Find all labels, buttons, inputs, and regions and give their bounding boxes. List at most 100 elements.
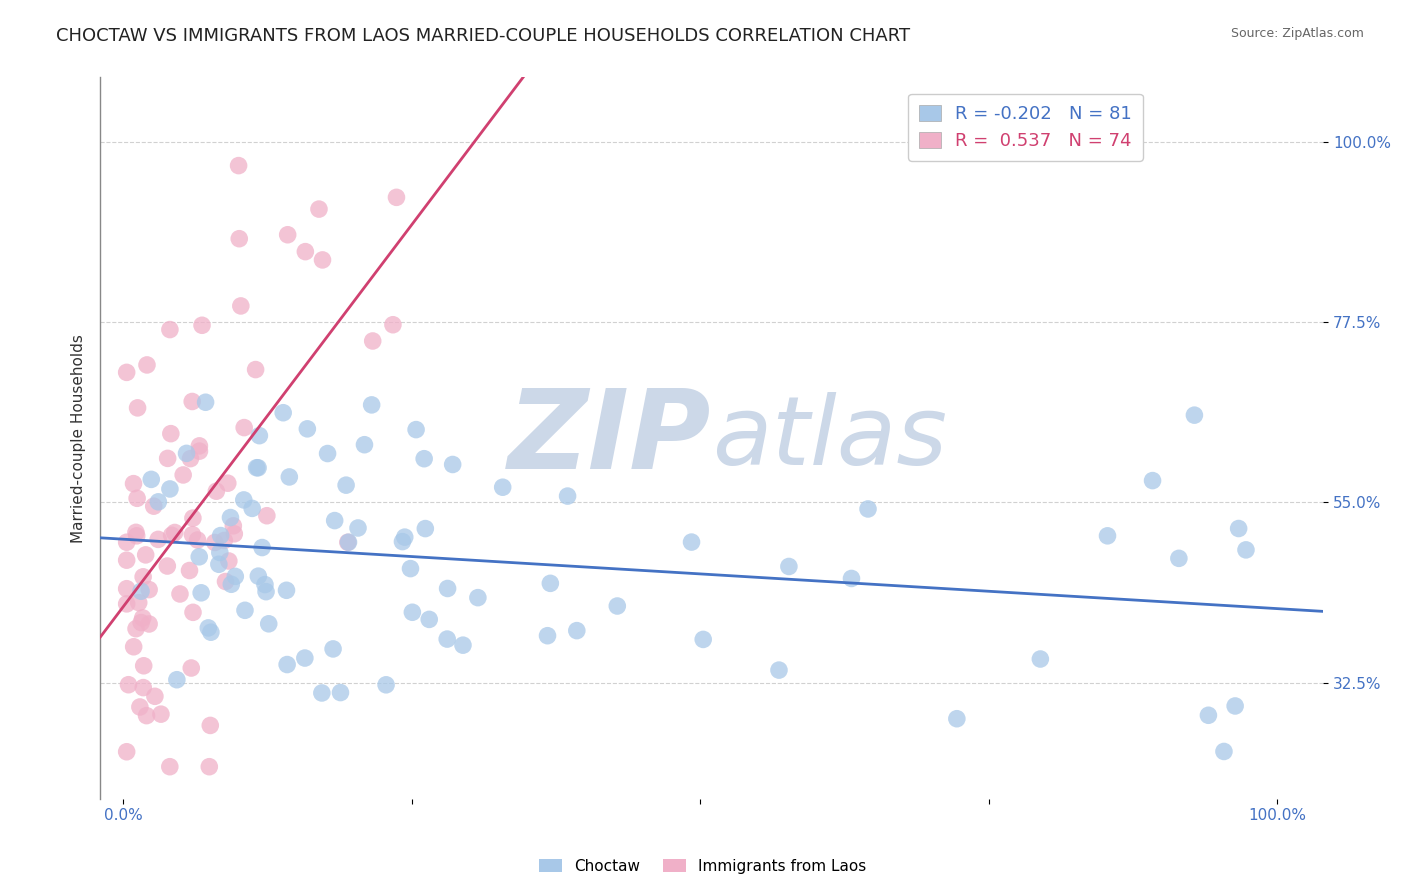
Point	[172, 467, 194, 482]
Point	[217, 476, 239, 491]
Point	[181, 527, 204, 541]
Point	[413, 451, 436, 466]
Point	[233, 420, 256, 434]
Point	[240, 501, 263, 516]
Point	[176, 446, 198, 460]
Point	[117, 678, 139, 692]
Point	[125, 529, 148, 543]
Point	[146, 533, 169, 547]
Point	[297, 422, 319, 436]
Point	[329, 685, 352, 699]
Point	[142, 499, 165, 513]
Point	[246, 460, 269, 475]
Point	[536, 629, 558, 643]
Point	[557, 489, 579, 503]
Point	[232, 492, 254, 507]
Point	[224, 526, 246, 541]
Point	[401, 605, 423, 619]
Point	[467, 591, 489, 605]
Point	[276, 657, 298, 672]
Point	[200, 625, 222, 640]
Point	[122, 476, 145, 491]
Legend: Choctaw, Immigrants from Laos: Choctaw, Immigrants from Laos	[533, 853, 873, 880]
Point	[128, 700, 150, 714]
Point	[768, 663, 790, 677]
Point	[308, 202, 330, 216]
Text: atlas: atlas	[711, 392, 946, 484]
Point	[228, 232, 250, 246]
Point	[250, 541, 273, 555]
Point	[1097, 529, 1119, 543]
Point	[322, 641, 344, 656]
Point	[247, 460, 270, 475]
Point	[247, 428, 270, 442]
Point	[222, 518, 245, 533]
Point	[778, 559, 800, 574]
Point	[278, 470, 301, 484]
Point	[132, 658, 155, 673]
Point	[181, 605, 204, 619]
Point	[188, 439, 211, 453]
Point	[125, 525, 148, 540]
Point	[405, 423, 427, 437]
Point	[166, 673, 188, 687]
Point	[179, 564, 201, 578]
Point	[394, 530, 416, 544]
Point	[257, 616, 280, 631]
Point	[141, 472, 163, 486]
Point	[1197, 708, 1219, 723]
Point	[415, 522, 437, 536]
Point	[132, 681, 155, 695]
Point	[127, 491, 149, 506]
Point	[115, 365, 138, 379]
Point	[224, 569, 246, 583]
Point	[1234, 542, 1257, 557]
Point	[160, 426, 183, 441]
Point	[946, 712, 969, 726]
Point	[135, 708, 157, 723]
Point	[149, 707, 172, 722]
Point	[163, 525, 186, 540]
Point	[247, 569, 270, 583]
Point	[115, 553, 138, 567]
Point	[253, 577, 276, 591]
Point	[179, 451, 201, 466]
Point	[221, 577, 243, 591]
Point	[271, 406, 294, 420]
Point	[277, 227, 299, 242]
Point	[181, 511, 204, 525]
Point	[256, 508, 278, 523]
Point	[353, 438, 375, 452]
Point	[606, 599, 628, 613]
Point	[214, 533, 236, 548]
Point	[1227, 522, 1250, 536]
Point	[1167, 551, 1189, 566]
Point	[311, 252, 333, 267]
Point	[276, 583, 298, 598]
Point	[856, 502, 879, 516]
Point	[565, 624, 588, 638]
Point	[436, 632, 458, 646]
Point	[128, 596, 150, 610]
Point	[347, 521, 370, 535]
Point	[361, 334, 384, 348]
Point	[159, 760, 181, 774]
Point	[138, 617, 160, 632]
Legend: R = -0.202   N = 81, R =  0.537   N = 74: R = -0.202 N = 81, R = 0.537 N = 74	[908, 94, 1143, 161]
Point	[1142, 474, 1164, 488]
Point	[375, 678, 398, 692]
Point	[125, 622, 148, 636]
Point	[228, 159, 250, 173]
Point	[441, 458, 464, 472]
Point	[1213, 744, 1236, 758]
Point	[214, 574, 236, 589]
Point	[360, 398, 382, 412]
Point	[245, 362, 267, 376]
Point	[115, 535, 138, 549]
Point	[385, 190, 408, 204]
Text: CHOCTAW VS IMMIGRANTS FROM LAOS MARRIED-COUPLE HOUSEHOLDS CORRELATION CHART: CHOCTAW VS IMMIGRANTS FROM LAOS MARRIED-…	[56, 27, 910, 45]
Point	[1184, 408, 1206, 422]
Point	[1029, 652, 1052, 666]
Point	[1223, 698, 1246, 713]
Point	[190, 586, 212, 600]
